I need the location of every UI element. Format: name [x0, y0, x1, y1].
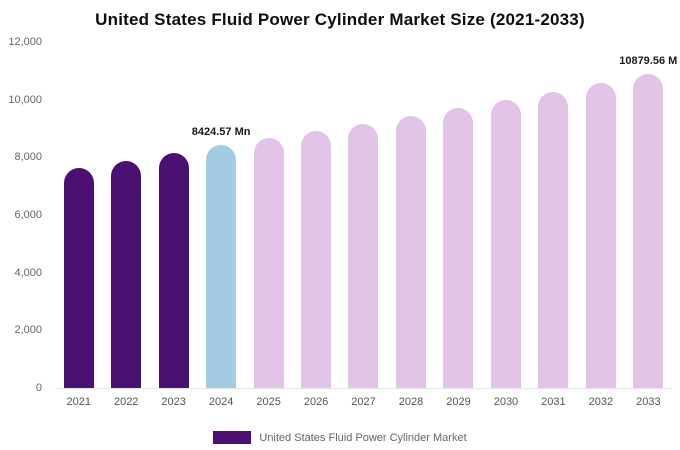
x-tick-label-2022: 2022	[113, 396, 139, 408]
x-tick-label-2031: 2031	[541, 396, 566, 408]
x-tick-label-2026: 2026	[303, 396, 329, 408]
x-tick-label-2023: 2023	[161, 396, 186, 408]
y-tick-label: 12,000	[8, 36, 42, 48]
y-tick-label: 4,000	[14, 266, 42, 279]
plot-area	[55, 42, 672, 389]
bar-2024[interactable]	[206, 145, 237, 388]
y-tick-label: 6,000	[14, 209, 42, 221]
x-axis: 2021 2022 2023 2024 2025 2026 2027 2028 2029 2030…	[55, 396, 672, 408]
bar-2033[interactable]	[633, 74, 664, 388]
x-tick-label-2021: 2021	[66, 396, 91, 408]
legend-swatch	[213, 431, 252, 444]
chart-title: United States Fluid Power Cylinder Marke…	[95, 10, 585, 29]
y-tick-label: 8,000	[14, 151, 42, 164]
y-tick-label: 10,000	[8, 93, 42, 106]
bar-2030[interactable]	[490, 100, 521, 388]
y-tick-label: 0	[35, 382, 42, 394]
x-tick-label-2032: 2032	[588, 396, 614, 408]
x-tick-label-2030: 2030	[493, 396, 519, 408]
legend-label: United States Fluid Power Cylinder Marke…	[259, 431, 467, 444]
x-tick-label-2029: 2029	[446, 396, 471, 408]
bar-2022[interactable]	[111, 160, 142, 388]
bar-2026[interactable]	[300, 130, 331, 388]
bar-2029[interactable]	[443, 108, 474, 388]
x-tick-label-2027: 2027	[351, 396, 376, 408]
x-tick-label-2028: 2028	[398, 396, 424, 408]
legend[interactable]: United States Fluid Power Cylinder Marke…	[0, 431, 680, 444]
bar-2025[interactable]	[253, 138, 284, 388]
bar-2031[interactable]	[538, 91, 569, 388]
bar-2032[interactable]	[585, 83, 616, 388]
x-tick-label-2025: 2025	[256, 396, 281, 408]
x-tick-label-2033: 2033	[636, 396, 661, 408]
bar-2028[interactable]	[395, 115, 426, 388]
y-axis: 12,000 10,000 8,000 6,000 4,000 2,000 0	[0, 36, 48, 394]
bar-2023[interactable]	[158, 153, 189, 388]
x-tick-label-2024: 2024	[208, 396, 234, 408]
bar-2021[interactable]	[63, 168, 94, 388]
y-tick-label: 2,000	[14, 324, 42, 337]
bar-2027[interactable]	[348, 123, 379, 388]
